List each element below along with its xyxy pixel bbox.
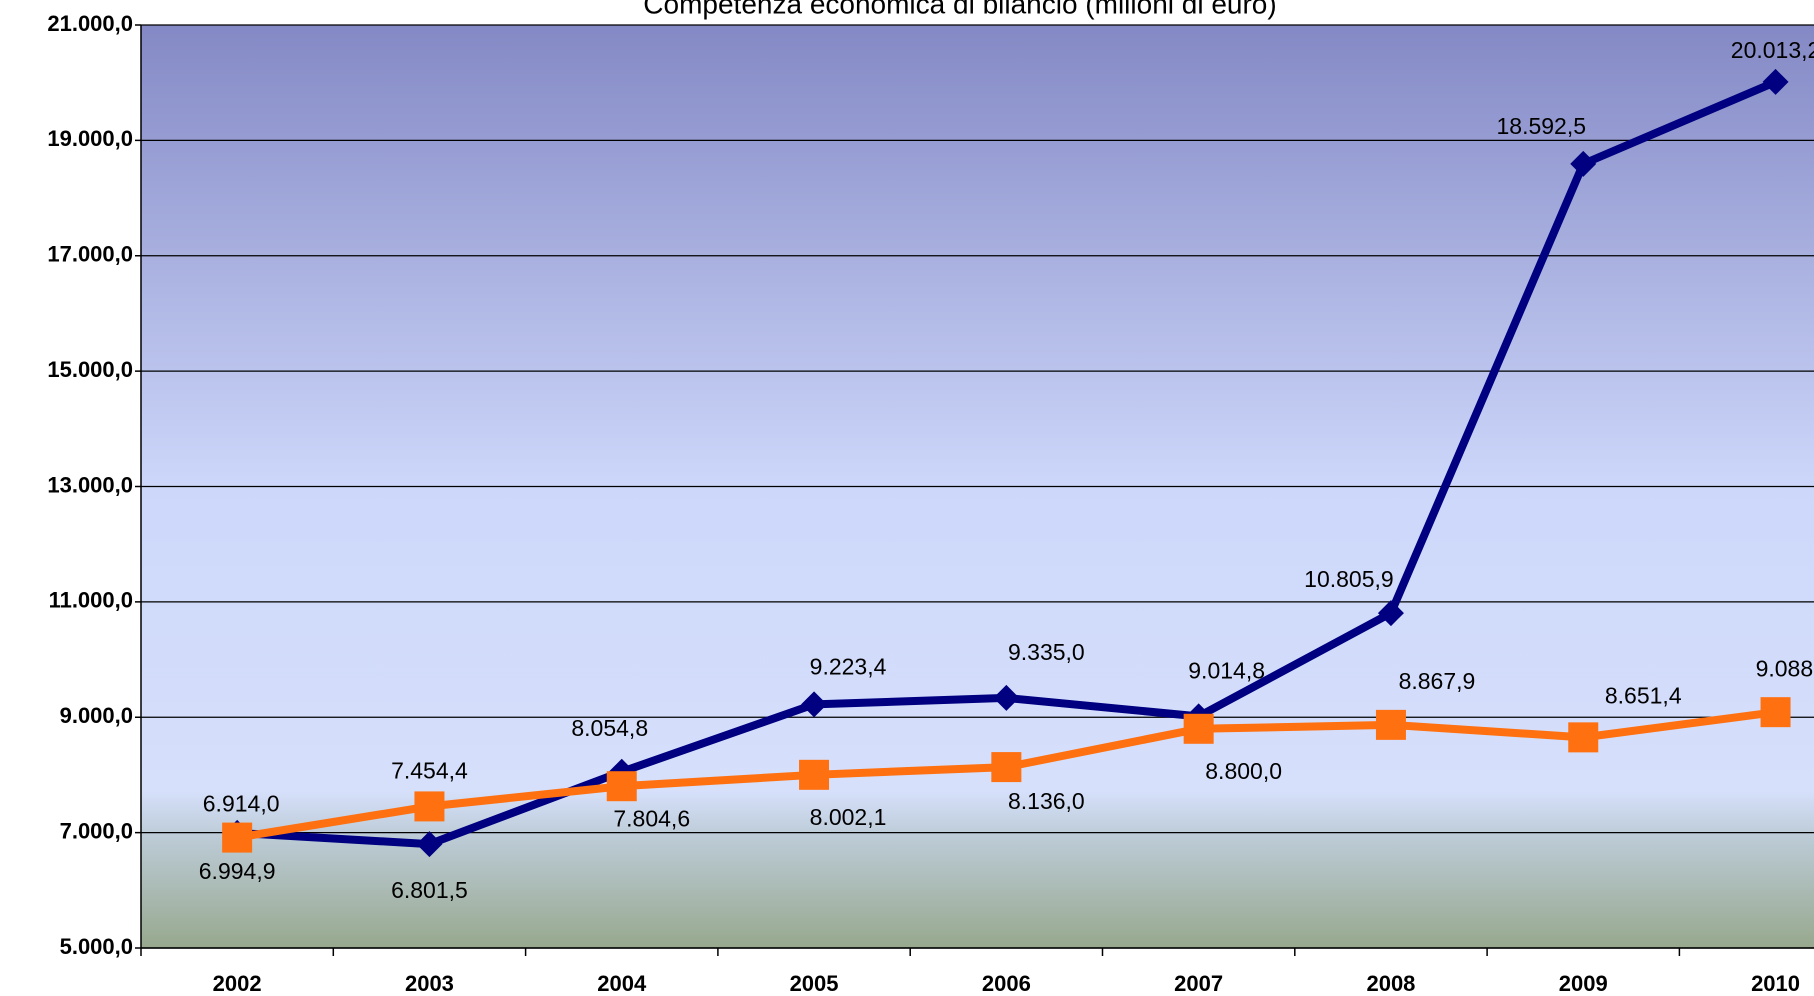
x-tick-label: 2005 <box>790 971 839 996</box>
marker <box>1377 600 1404 627</box>
marker <box>993 684 1020 711</box>
x-tick-label: 2007 <box>1174 971 1223 996</box>
data-label: 10.805,9 <box>1304 566 1394 592</box>
y-tick-label: 9.000,0 <box>60 703 133 728</box>
data-label: 9.014,8 <box>1188 657 1265 683</box>
x-tick-label: 2010 <box>1751 971 1800 996</box>
y-tick-label: 21.000,0 <box>47 11 133 36</box>
data-label: 6.994,9 <box>199 858 276 884</box>
data-label: 8.136,0 <box>1008 788 1085 814</box>
marker <box>416 831 443 858</box>
data-label: 9.335,0 <box>1008 639 1085 665</box>
marker <box>1568 722 1599 753</box>
data-label: 9.223,4 <box>810 653 887 679</box>
marker <box>414 791 445 822</box>
data-label: 7.804,6 <box>613 805 690 831</box>
data-label: 8.651,4 <box>1605 682 1682 708</box>
chart-title: Competenza economica di bilancio (milion… <box>643 0 1276 19</box>
marker <box>1183 713 1214 744</box>
marker <box>1570 150 1597 177</box>
y-tick-label: 5.000,0 <box>60 934 133 959</box>
x-tick-label: 2002 <box>213 971 262 996</box>
data-label: 8.002,1 <box>810 804 887 830</box>
marker <box>799 759 830 790</box>
x-tick-label: 2006 <box>982 971 1031 996</box>
marker <box>1762 68 1789 95</box>
marker <box>222 822 253 853</box>
y-tick-label: 17.000,0 <box>47 242 133 267</box>
data-label: 6.801,5 <box>391 877 468 903</box>
x-tick-label: 2003 <box>405 971 454 996</box>
data-label: 6.914,0 <box>203 791 280 817</box>
x-tick-label: 2004 <box>597 971 647 996</box>
marker <box>1760 697 1791 728</box>
x-tick-label: 2008 <box>1366 971 1415 996</box>
data-label: 8.054,8 <box>571 715 648 741</box>
y-tick-label: 11.000,0 <box>49 588 133 613</box>
data-label: 7.454,4 <box>391 757 468 783</box>
marker <box>801 691 828 718</box>
data-label: 20.013,2 <box>1731 37 1814 63</box>
y-tick-label: 15.000,0 <box>47 357 133 382</box>
y-tick-label: 13.000,0 <box>47 472 133 497</box>
x-tick-label: 2009 <box>1559 971 1608 996</box>
y-tick-label: 7.000,0 <box>60 818 133 843</box>
y-tick-label: 19.000,0 <box>47 126 133 151</box>
data-label: 8.867,9 <box>1399 668 1476 694</box>
marker <box>991 752 1022 783</box>
marker <box>1375 709 1406 740</box>
data-label: 8.800,0 <box>1205 758 1282 784</box>
data-label: 18.592,5 <box>1496 113 1586 139</box>
data-label: 9.088, <box>1756 655 1814 681</box>
marker <box>606 771 637 802</box>
